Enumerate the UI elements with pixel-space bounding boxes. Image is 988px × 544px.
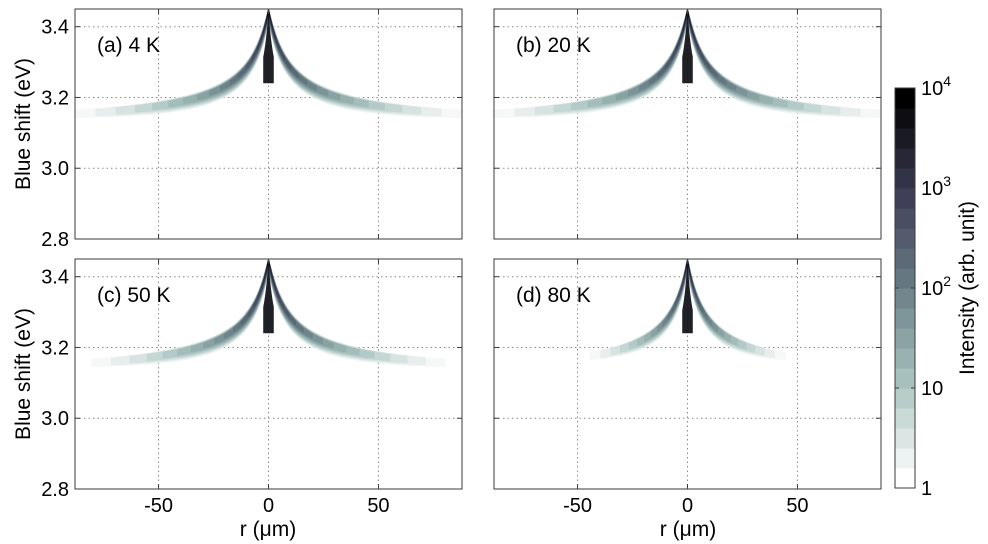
panel-a: 2.8 3.0 3.2 3.4 (a) 4 K (41, 8, 463, 251)
colorbar-level (895, 288, 915, 309)
y-tick-label: 2.8 (41, 229, 69, 251)
colorbar-level (895, 208, 915, 229)
panel-d-label: (d) 80 K (516, 284, 591, 307)
contour-level (238, 9, 299, 79)
contour-level (240, 259, 297, 326)
colorbar-level (895, 448, 915, 469)
colorbar-level (895, 468, 915, 489)
colorbar-level (895, 408, 915, 429)
panel-c-ticks: 2.8 3.0 3.2 3.4 -50 0 50 (41, 259, 462, 517)
x-tick-label: -50 (144, 495, 173, 517)
colorbar-tick-label: 10 (921, 378, 943, 400)
x-tick-label: 50 (367, 495, 389, 517)
colorbar-tick-label: 102 (921, 273, 951, 300)
colorbar-levels (895, 88, 915, 489)
panel-b-contours (494, 9, 881, 119)
panel-d-contours (589, 259, 786, 361)
colorbar-level (895, 148, 915, 169)
colorbar-level (895, 348, 915, 369)
contour-level (667, 259, 708, 321)
colorbar-level (895, 228, 915, 249)
contour-peak (682, 259, 693, 334)
colorbar-tick-label: 1 (921, 478, 932, 500)
contour-peak (263, 259, 274, 334)
x-tick-label: -50 (563, 495, 592, 517)
colorbar-tick-label: 103 (921, 173, 951, 200)
y-tick-label: 3.4 (41, 17, 69, 39)
colorbar-level (895, 268, 915, 289)
colorbar-level (895, 128, 915, 149)
y-tick-label: 3.0 (41, 158, 69, 180)
contour-level (662, 259, 713, 327)
panel-b: (b) 20 K (493, 8, 882, 240)
panel-b-ticks (494, 9, 881, 240)
contour-level (610, 259, 765, 356)
y-tick-label: 2.8 (41, 479, 69, 501)
y-tick-label: 3.0 (41, 408, 69, 430)
colorbar-level (895, 168, 915, 189)
x-tick-label: 0 (263, 495, 274, 517)
colorbar-level (895, 328, 915, 349)
y-tick-label: 3.2 (41, 337, 69, 359)
contour-level (245, 9, 292, 71)
contour-level (247, 259, 290, 318)
y-tick-label: 3.2 (41, 87, 69, 109)
colorbar-level (895, 308, 915, 329)
colorbar-level (895, 108, 915, 129)
panel-d-ticks: -50 0 50 (494, 259, 881, 517)
panel-c-label: (c) 50 K (97, 284, 171, 307)
panel-b-label: (b) 20 K (516, 34, 591, 57)
panel-a-label: (a) 4 K (97, 34, 160, 57)
colorbar-level (895, 428, 915, 449)
contour-level (664, 9, 711, 71)
panel-d: -50 0 50 (d) 80 K (493, 258, 882, 517)
colorbar: 1 10 102 103 104 Intensity (arb. unit) (894, 73, 979, 500)
contour-peak (682, 9, 693, 84)
contour-peak (263, 9, 274, 84)
x-axis-label-right: r (μm) (660, 518, 716, 541)
colorbar-level (895, 188, 915, 209)
contour-level (671, 259, 704, 314)
y-tick-label: 3.4 (41, 267, 69, 289)
y-axis-label-bottom: Blue shift (eV) (12, 308, 35, 440)
colorbar-level (895, 368, 915, 389)
panel-a-contours (75, 9, 462, 119)
colorbar-label: Intensity (arb. unit) (956, 201, 979, 375)
colorbar-level (895, 248, 915, 269)
y-axis-label-top: Blue shift (eV) (12, 58, 35, 190)
colorbar-tick-label: 104 (921, 73, 951, 100)
x-tick-label: 50 (786, 495, 808, 517)
colorbar-ticks: 1 10 102 103 104 (895, 73, 951, 500)
x-tick-label: 0 (682, 495, 693, 517)
colorbar-level (895, 388, 915, 409)
contour-level (657, 9, 718, 79)
colorbar-level (895, 88, 915, 109)
panel-c: 2.8 3.0 3.2 3.4 -50 0 50 (c) 50 K (41, 258, 463, 517)
panel-c-contours (91, 259, 446, 368)
panel-a-ticks: 2.8 3.0 3.2 3.4 (41, 9, 462, 251)
x-axis-label-left: r (μm) (240, 518, 296, 541)
